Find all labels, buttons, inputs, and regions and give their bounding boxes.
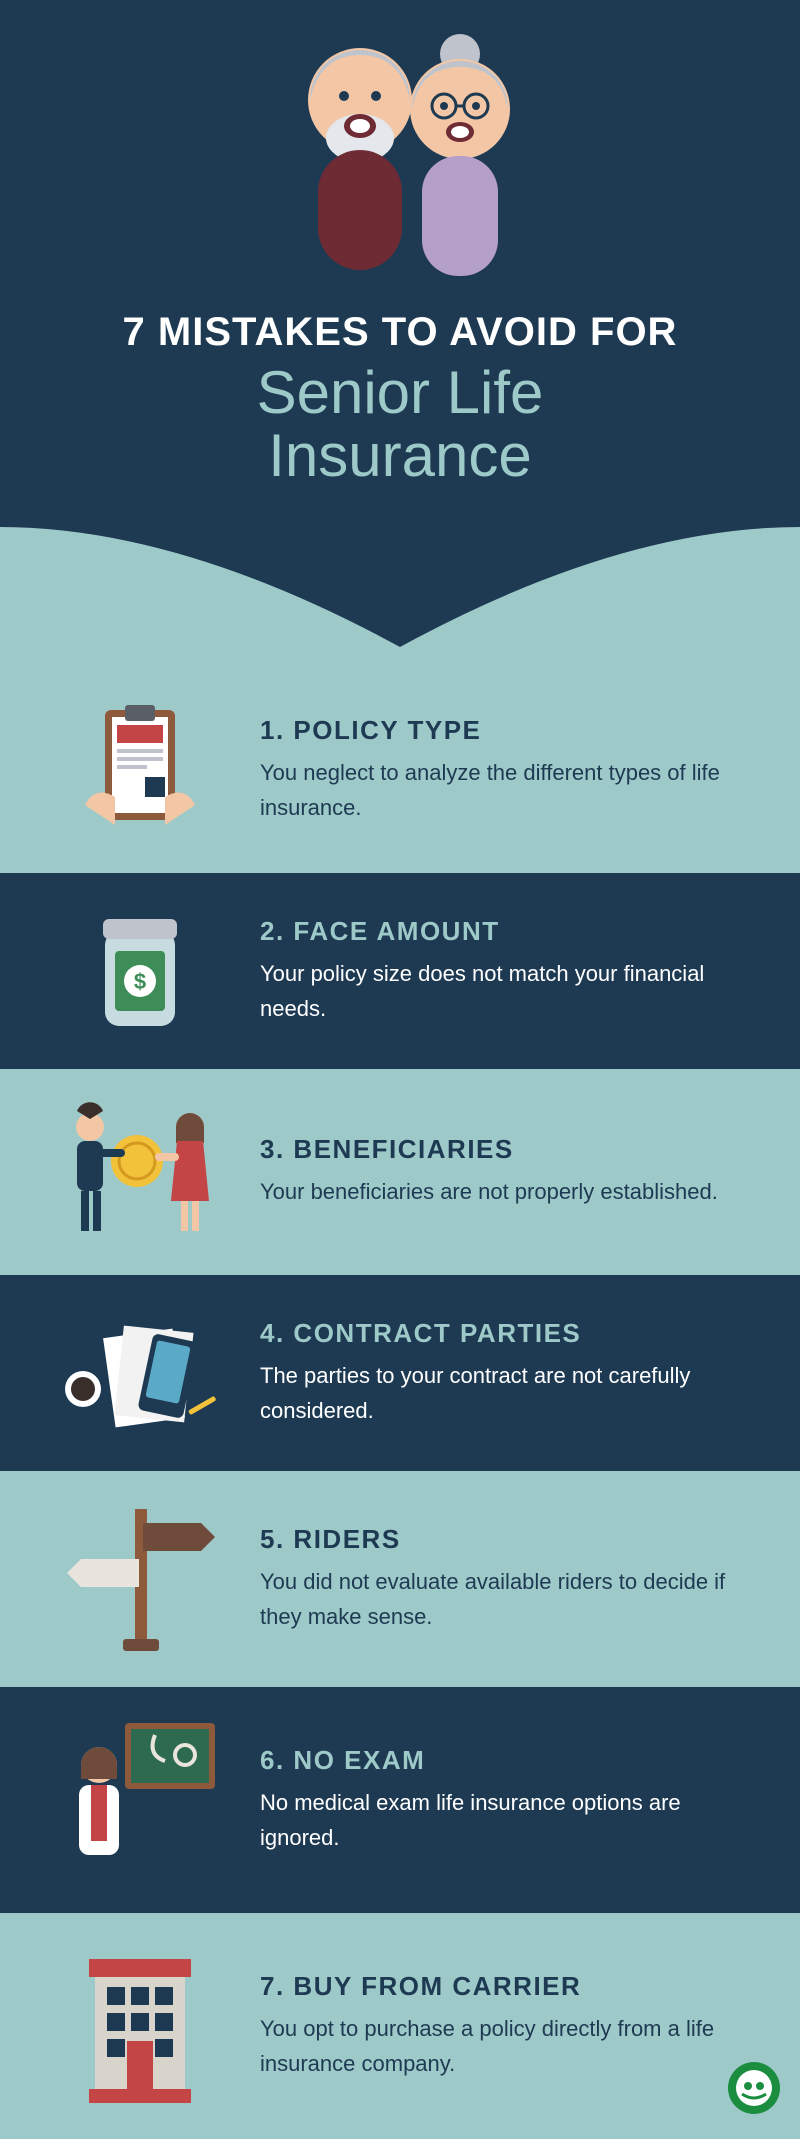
item-7-title: 7. BUY FROM CARRIER xyxy=(260,1971,760,2002)
item-5-title: 5. RIDERS xyxy=(260,1524,760,1555)
item-5-body: You did not evaluate available riders to… xyxy=(260,1565,760,1633)
header-chevron xyxy=(0,527,800,667)
handoff-coin-icon xyxy=(40,1097,240,1247)
money-jar-icon: $ xyxy=(40,901,240,1041)
item-row-7: 7. BUY FROM CARRIER You opt to purchase … xyxy=(0,1913,800,2139)
header: 7 MISTAKES TO AVOID FOR Senior Life Insu… xyxy=(0,0,800,527)
item-6-title: 6. NO EXAM xyxy=(260,1745,760,1776)
title-word-senior-life: Senior Life xyxy=(257,359,544,426)
item-row-4: 4. CONTRACT PARTIES The parties to your … xyxy=(0,1275,800,1471)
title-line-1: 7 MISTAKES TO AVOID FOR xyxy=(0,310,800,355)
elderly-couple-illustration xyxy=(0,30,800,290)
item-1-title: 1. POLICY TYPE xyxy=(260,715,760,746)
item-3-body: Your beneficiaries are not properly esta… xyxy=(260,1175,760,1209)
item-2-title: 2. FACE AMOUNT xyxy=(260,916,760,947)
title-line-2: Senior Life Insurance xyxy=(0,361,800,527)
item-1-body: You neglect to analyze the different typ… xyxy=(260,756,760,824)
item-6-body: No medical exam life insurance options a… xyxy=(260,1786,760,1854)
item-7-body: You opt to purchase a policy directly fr… xyxy=(260,2012,760,2080)
item-row-3: 3. BENEFICIARIES Your beneficiaries are … xyxy=(0,1069,800,1275)
couple-icon xyxy=(250,30,550,290)
item-3-title: 3. BENEFICIARIES xyxy=(260,1134,760,1165)
svg-text:$: $ xyxy=(134,969,146,994)
item-2-body: Your policy size does not match your fin… xyxy=(260,957,760,1025)
title-word-insurance: Insurance xyxy=(268,422,532,489)
infographic: 7 MISTAKES TO AVOID FOR Senior Life Insu… xyxy=(0,0,800,2139)
doctor-icon xyxy=(40,1715,240,1885)
signpost-icon xyxy=(40,1499,240,1659)
logo-badge-icon xyxy=(726,2060,782,2121)
item-row-6: 6. NO EXAM No medical exam life insuranc… xyxy=(0,1687,800,1913)
desk-papers-icon xyxy=(40,1303,240,1443)
item-row-5: 5. RIDERS You did not evaluate available… xyxy=(0,1471,800,1687)
clipboard-icon xyxy=(40,695,240,845)
item-row-2: $ 2. FACE AMOUNT Your policy size does n… xyxy=(0,873,800,1069)
item-4-body: The parties to your contract are not car… xyxy=(260,1359,760,1427)
building-icon xyxy=(40,1941,240,2111)
item-row-1: 1. POLICY TYPE You neglect to analyze th… xyxy=(0,667,800,873)
item-4-title: 4. CONTRACT PARTIES xyxy=(260,1318,760,1349)
